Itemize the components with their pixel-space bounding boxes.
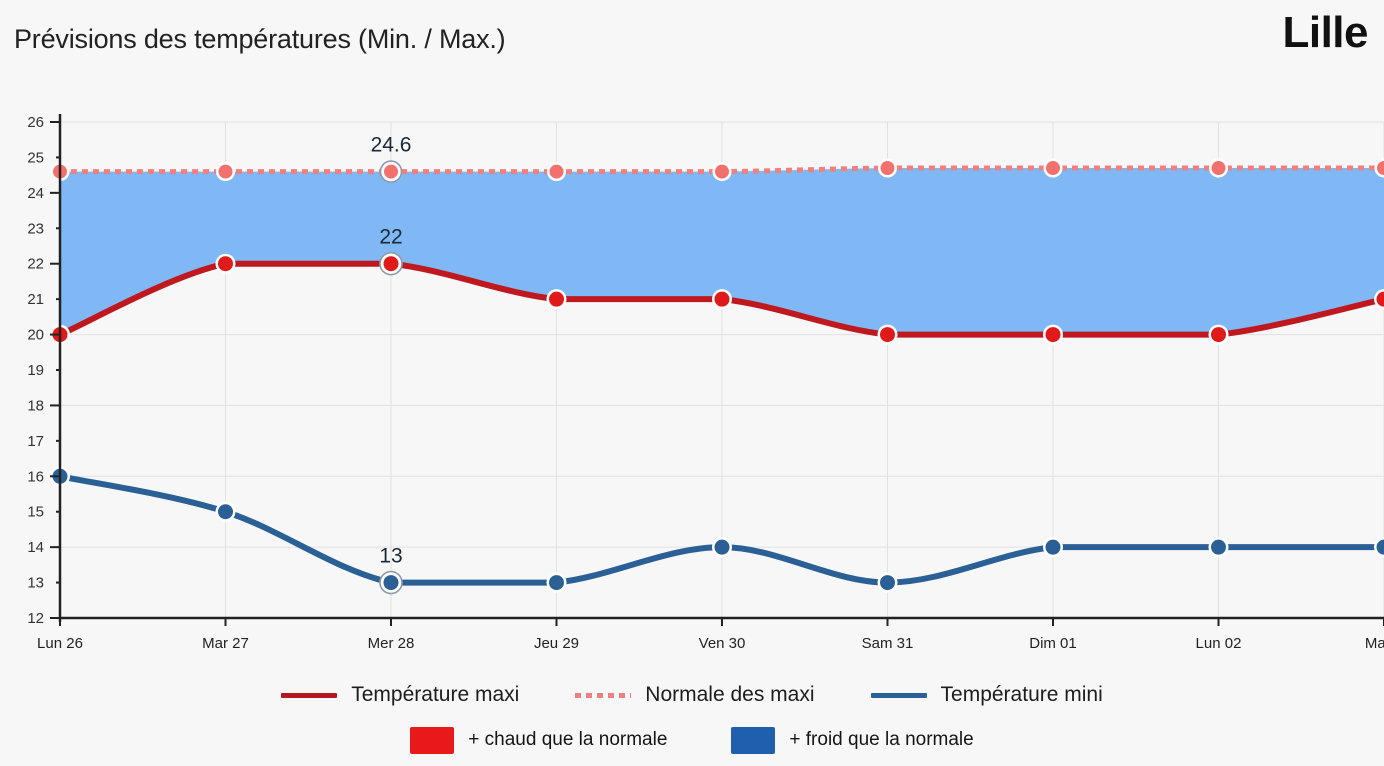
svg-text:26: 26 (27, 114, 44, 131)
legend-label: + froid que la normale (789, 729, 974, 750)
legend-item-colder-than-normal[interactable]: + froid que la normale (731, 726, 974, 754)
svg-text:15: 15 (27, 504, 44, 521)
svg-text:Lun 26: Lun 26 (37, 635, 83, 652)
svg-text:24.6: 24.6 (371, 134, 412, 157)
svg-text:24: 24 (27, 185, 44, 202)
svg-text:Jeu 29: Jeu 29 (534, 635, 579, 652)
series-markers (50, 158, 1384, 595)
svg-text:20: 20 (27, 327, 44, 344)
svg-text:25: 25 (27, 149, 44, 166)
legend-label: Température mini (940, 683, 1103, 706)
temperature-line-chart: 12 13 14 15 16 17 18 19 20 21 22 23 24 25 26 Lun 26 Mar… (27, 114, 1384, 652)
svg-text:Sam 31: Sam 31 (862, 635, 914, 652)
svg-text:13: 13 (379, 545, 402, 568)
red-square-icon (410, 726, 455, 754)
legend-item-normale-des-maxi[interactable]: Normale des maxi (575, 683, 815, 707)
svg-text:22: 22 (27, 256, 44, 273)
svg-text:Mar 0: Mar 0 (1365, 635, 1384, 652)
legend-label: + chaud que la normale (468, 729, 668, 750)
legend-lines-row: Température maxi Normale des maxi Tempér… (0, 672, 1384, 718)
colder-than-normal-area (60, 168, 1384, 335)
y-axis-tick-labels: 12 13 14 15 16 17 18 19 20 21 22 23 24 25 26 (27, 114, 44, 627)
svg-text:Mar 27: Mar 27 (202, 635, 249, 652)
svg-text:Mer 28: Mer 28 (368, 635, 415, 652)
svg-text:Lun 02: Lun 02 (1196, 635, 1242, 652)
legend-item-warmer-than-normal[interactable]: + chaud que la normale (410, 726, 668, 754)
svg-text:Dim 01: Dim 01 (1029, 635, 1077, 652)
legend-item-temperature-maxi[interactable]: Température maxi (281, 683, 519, 707)
legend-label: Température maxi (351, 683, 520, 706)
svg-text:22: 22 (379, 226, 402, 249)
solid-line-icon (281, 692, 338, 698)
dotted-line-icon (575, 692, 632, 698)
legend-item-temperature-mini[interactable]: Température mini (870, 683, 1103, 707)
page-title: Prévisions des températures (Min. / Max.… (14, 24, 506, 54)
x-axis-tick-labels: Lun 26 Mar 27 Mer 28 Jeu 29 Ven 30 Sam 31 Dim … (37, 635, 1384, 652)
city-label: Lille (1282, 8, 1368, 57)
svg-text:Ven 30: Ven 30 (699, 635, 746, 652)
data-point-labels: 24.6 22 13 (371, 134, 412, 568)
svg-text:12: 12 (27, 610, 44, 627)
svg-text:18: 18 (27, 397, 44, 414)
solid-line-icon (870, 692, 927, 698)
chart-header: Prévisions des températures (Min. / Max.… (0, 0, 1384, 92)
blue-square-icon (731, 726, 776, 754)
svg-text:16: 16 (27, 468, 44, 485)
chart-legend: Température maxi Normale des maxi Tempér… (0, 672, 1384, 766)
svg-text:14: 14 (27, 539, 44, 556)
svg-text:19: 19 (27, 362, 44, 379)
legend-blocks-row: + chaud que la normale + froid que la no… (0, 718, 1384, 762)
svg-text:21: 21 (27, 291, 44, 308)
legend-label: Normale des maxi (645, 683, 815, 706)
svg-text:23: 23 (27, 220, 44, 237)
svg-text:17: 17 (27, 433, 44, 450)
axes (50, 114, 1384, 626)
chart-plot-area: 12 13 14 15 16 17 18 19 20 21 22 23 24 25 26 Lun 26 Mar… (0, 92, 1384, 662)
svg-text:13: 13 (27, 575, 44, 592)
